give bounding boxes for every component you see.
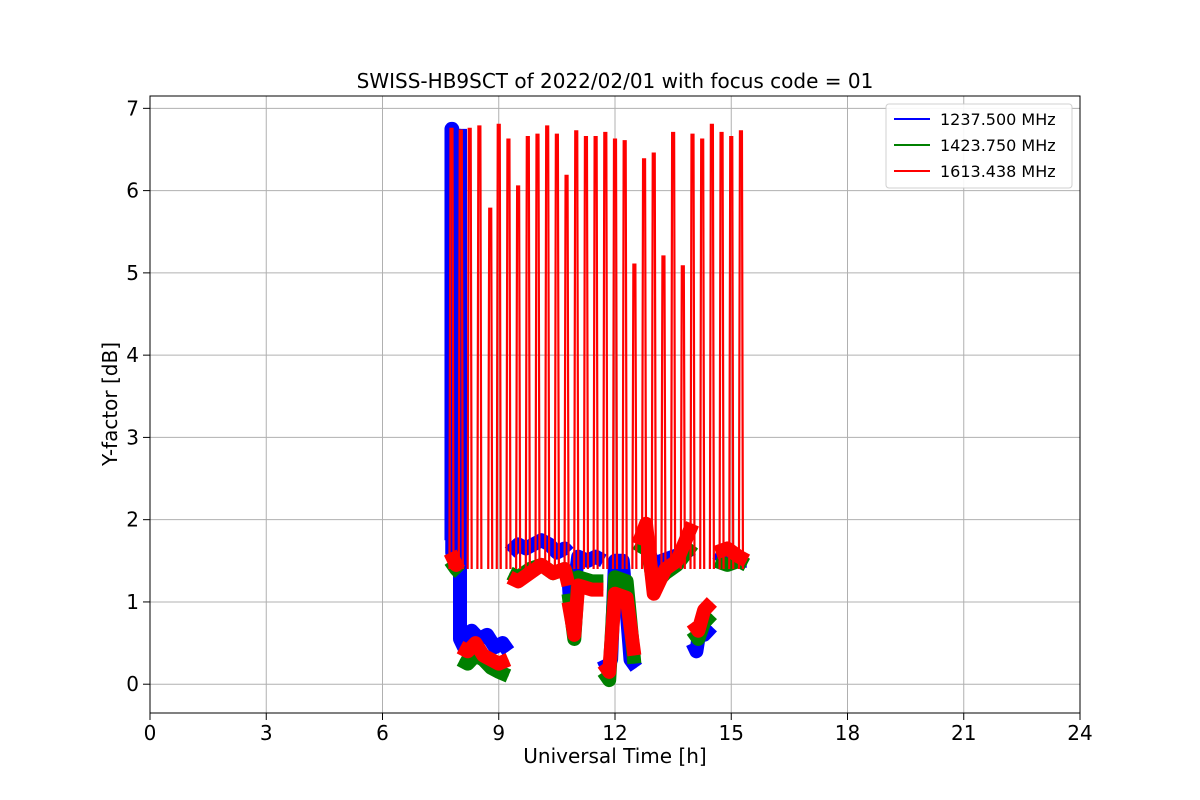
y-tick-label: 3 — [126, 425, 139, 449]
x-axis-label: Universal Time [h] — [523, 744, 706, 768]
y-tick-label: 0 — [126, 672, 139, 696]
calibration-peak — [718, 131, 725, 570]
calibration-peak — [573, 130, 580, 570]
legend-entry: 1423.750 MHz — [940, 136, 1056, 155]
y-tick-label: 2 — [126, 508, 139, 532]
legend-entry: 1237.500 MHz — [940, 110, 1056, 129]
x-tick-label: 21 — [951, 721, 976, 745]
calibration-peak — [679, 265, 686, 570]
x-tick-label: 0 — [144, 721, 157, 745]
y-axis-ticks: 0 1 2 3 4 5 6 7 — [126, 96, 150, 696]
calibration-peak — [448, 127, 455, 570]
series-layer — [443, 121, 751, 688]
calibration-peak — [708, 123, 715, 570]
calibration-peak — [515, 185, 522, 570]
y-tick-label: 7 — [126, 96, 139, 120]
calibration-peak — [689, 133, 696, 570]
x-tick-label: 9 — [492, 721, 505, 745]
series-line — [602, 592, 636, 675]
calibration-peak — [621, 140, 628, 570]
calibration-peak — [582, 136, 590, 570]
legend-box — [885, 103, 1073, 189]
series-line — [567, 584, 604, 636]
y-tick-label: 5 — [126, 261, 139, 285]
calibration-peak — [640, 158, 648, 570]
y-tick-label: 1 — [126, 590, 139, 614]
calibration-peak — [524, 136, 531, 570]
series-line — [691, 601, 713, 634]
calibration-peak — [737, 130, 745, 570]
calibration-peak — [699, 138, 706, 570]
y-tick-label: 6 — [126, 179, 139, 203]
calibration-peak — [534, 133, 541, 570]
y-tick-label: 4 — [126, 343, 139, 367]
legend-entry: 1613.438 MHz — [940, 162, 1056, 181]
calibration-peak — [602, 131, 609, 570]
calibration-peak — [457, 129, 464, 570]
calibration-peak — [660, 255, 667, 570]
series-line — [637, 523, 694, 598]
legend: 1237.500 MHz 1423.750 MHz 1613.438 MHz — [885, 103, 1073, 189]
calibration-peak — [476, 125, 483, 570]
x-tick-label: 24 — [1067, 721, 1092, 745]
calibration-peak — [592, 136, 599, 570]
series-line — [459, 641, 509, 665]
x-tick-label: 6 — [376, 721, 389, 745]
calibration-peak — [505, 138, 512, 570]
series-2 — [443, 123, 751, 679]
x-tick-label: 12 — [602, 721, 627, 745]
calibration-peak — [728, 136, 735, 570]
calibration-peak — [631, 263, 638, 570]
x-tick-label: 15 — [719, 721, 744, 745]
calibration-peak — [487, 207, 494, 570]
calibration-peak — [650, 152, 657, 570]
x-axis-ticks: 0 3 6 9 12 15 18 21 24 — [144, 713, 1093, 745]
y-axis-label: Y-factor [dB] — [98, 342, 122, 467]
calibration-peak — [544, 125, 551, 570]
x-tick-label: 3 — [260, 721, 273, 745]
calibration-peak — [670, 131, 677, 570]
x-tick-label: 18 — [835, 721, 860, 745]
calibration-peak — [495, 123, 502, 570]
chart-title: SWISS-HB9SCT of 2022/02/01 with focus co… — [357, 69, 874, 93]
calibration-peak — [563, 174, 570, 570]
calibration-peak — [553, 133, 560, 570]
calibration-peak — [611, 138, 619, 570]
calibration-peak — [466, 127, 473, 570]
